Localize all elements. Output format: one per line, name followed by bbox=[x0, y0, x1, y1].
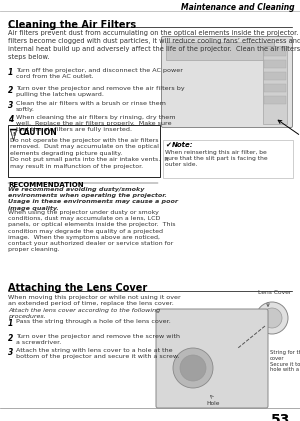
Bar bbox=[264, 48, 286, 56]
Text: ✔: ✔ bbox=[165, 142, 171, 148]
Text: Attach the lens cover according to the following
procedures.: Attach the lens cover according to the f… bbox=[8, 308, 160, 319]
Text: Cleaning the Air Filters: Cleaning the Air Filters bbox=[8, 20, 136, 30]
Text: Pass the string through a hole of the lens cover.: Pass the string through a hole of the le… bbox=[16, 319, 171, 324]
Text: When moving this projector or while not using it over
an extended period of time: When moving this projector or while not … bbox=[8, 295, 181, 306]
Text: !: ! bbox=[12, 131, 15, 136]
Text: When cleaning the air filters by rinsing, dry them
well.  Replace the air filter: When cleaning the air filters by rinsing… bbox=[16, 115, 175, 132]
Bar bbox=[263, 46, 287, 124]
Text: Attach the string with lens cover to a hole at the
bottom of the projector and s: Attach the string with lens cover to a h… bbox=[16, 348, 179, 359]
Text: 4: 4 bbox=[8, 115, 13, 124]
Bar bbox=[166, 42, 274, 60]
FancyBboxPatch shape bbox=[156, 309, 268, 408]
Text: 1: 1 bbox=[8, 319, 13, 328]
Bar bbox=[163, 140, 293, 178]
Text: Turn over the projector and remove the screw with
a screwdriver.: Turn over the projector and remove the s… bbox=[16, 334, 180, 345]
Bar bbox=[264, 84, 286, 92]
Text: We recommend avoiding dusty/smoky
environments when operating the projector.
Usa: We recommend avoiding dusty/smoky enviro… bbox=[8, 187, 178, 210]
Polygon shape bbox=[11, 131, 16, 139]
Text: 53: 53 bbox=[271, 413, 290, 421]
Circle shape bbox=[180, 355, 206, 381]
Text: Lens Cover: Lens Cover bbox=[258, 290, 292, 295]
Circle shape bbox=[173, 348, 213, 388]
Bar bbox=[8, 125, 160, 177]
Bar bbox=[264, 72, 286, 80]
Text: Air filters prevent dust from accumulating on the optical elements inside the pr: Air filters prevent dust from accumulati… bbox=[8, 30, 300, 60]
Bar bbox=[264, 60, 286, 68]
Text: Note:: Note: bbox=[172, 142, 194, 148]
Circle shape bbox=[256, 302, 288, 334]
Text: Turn over the projector and remove the air filters by
pulling the latches upward: Turn over the projector and remove the a… bbox=[16, 86, 184, 97]
Text: CAUTION: CAUTION bbox=[19, 128, 58, 137]
FancyBboxPatch shape bbox=[161, 37, 292, 128]
Text: Clean the air filters with a brush or rinse them
softly.: Clean the air filters with a brush or ri… bbox=[16, 101, 166, 112]
Text: 1: 1 bbox=[8, 68, 13, 77]
Text: Do not operate the projector with the air filters
removed.  Dust may accumulate : Do not operate the projector with the ai… bbox=[10, 138, 169, 168]
Text: 3: 3 bbox=[8, 348, 13, 357]
Text: When using the projector under dusty or smoky
conditions, dust may accumulate on: When using the projector under dusty or … bbox=[8, 210, 175, 252]
Text: RECOMMENDATION: RECOMMENDATION bbox=[8, 182, 84, 188]
Circle shape bbox=[262, 308, 282, 328]
Text: Attaching the Lens Cover: Attaching the Lens Cover bbox=[8, 283, 147, 293]
Text: String for the lens
cover
Secure it to the
hole with a screw.: String for the lens cover Secure it to t… bbox=[270, 350, 300, 373]
Text: Hole: Hole bbox=[206, 401, 220, 406]
Text: 2: 2 bbox=[8, 334, 13, 343]
Polygon shape bbox=[10, 129, 17, 141]
Text: When reinserting this air filter, be
sure that the slit part is facing the
outer: When reinserting this air filter, be sur… bbox=[165, 150, 268, 168]
Text: 3: 3 bbox=[8, 101, 13, 110]
Text: Turn off the projector, and disconnect the AC power
cord from the AC outlet.: Turn off the projector, and disconnect t… bbox=[16, 68, 183, 79]
Bar bbox=[264, 96, 286, 104]
Text: Maintenance and Cleaning: Maintenance and Cleaning bbox=[182, 3, 295, 11]
Text: 2: 2 bbox=[8, 86, 13, 95]
